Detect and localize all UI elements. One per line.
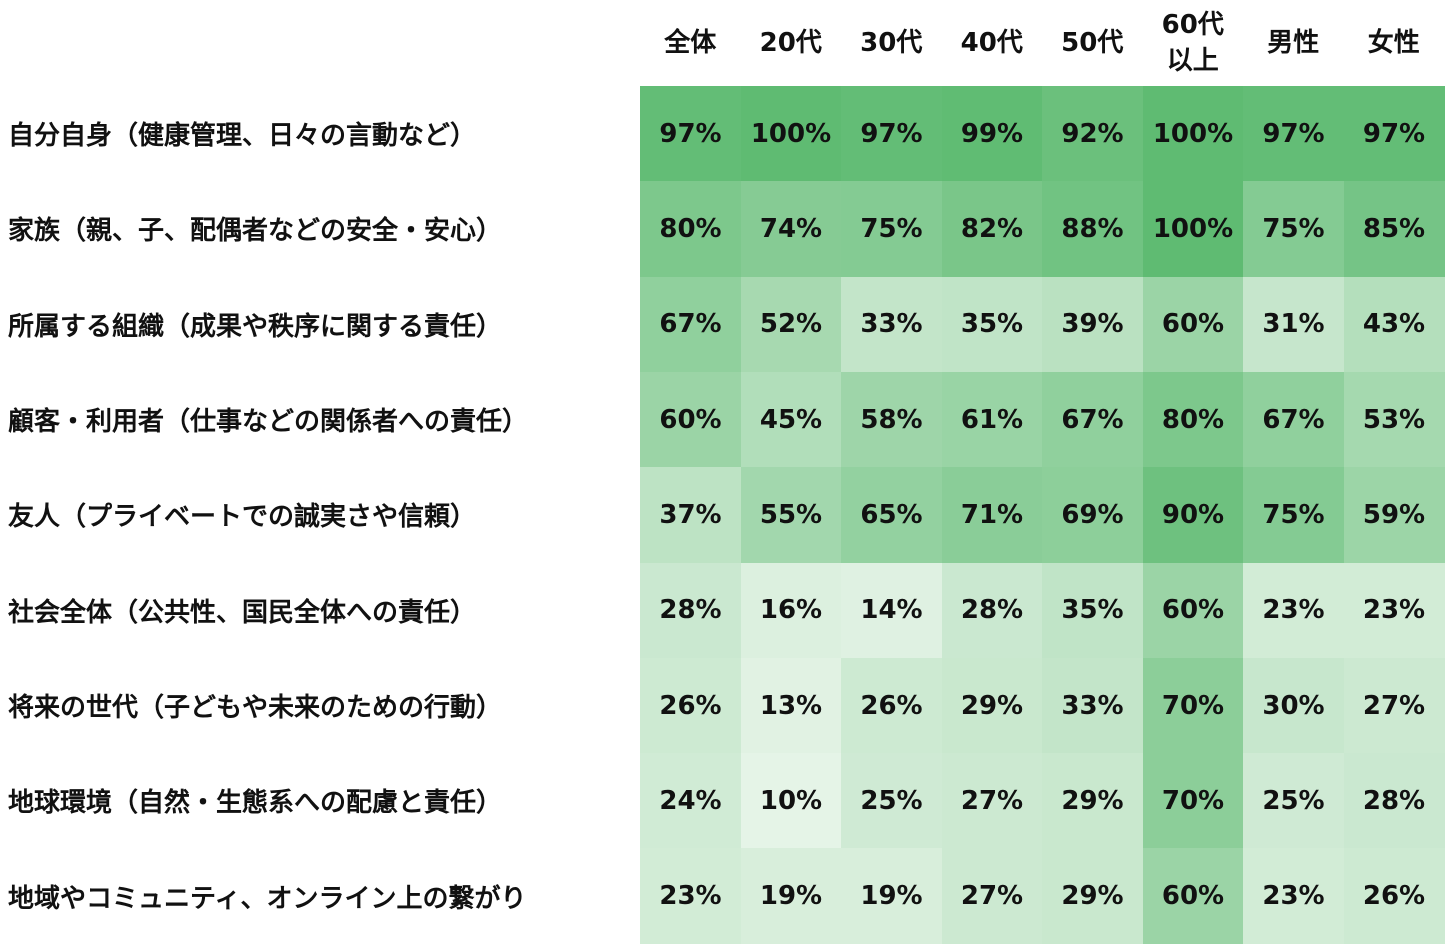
heatmap-cell: 60% [1142,562,1244,659]
heatmap-cell: 75% [1243,467,1344,563]
heatmap-cell: 97% [841,86,942,182]
heatmap-cell: 19% [740,848,842,945]
heatmap-cell: 55% [740,467,842,563]
row-label: 地域やコミュニティ、オンライン上の繋がり [8,883,527,914]
heatmap-cell: 24% [640,753,741,849]
heatmap-cell: 97% [1243,86,1344,182]
heatmap-cell: 67% [640,276,741,373]
heatmap-cell: 52% [740,276,842,373]
heatmap-cell: 43% [1343,276,1445,373]
heatmap-cell: 88% [1042,181,1143,278]
heatmap-cell: 71% [941,467,1043,563]
heatmap-cell: 13% [740,657,842,754]
heatmap-cell: 23% [640,848,741,945]
heatmap-cell: 37% [640,467,741,563]
heatmap-cell: 26% [640,657,741,754]
heatmap-cell: 74% [740,181,842,278]
column-header: 30代 [860,28,923,58]
heatmap-cell: 23% [1243,848,1344,945]
row-label: 友人（プライベートでの誠実さや信頼） [8,502,477,533]
heatmap-cell: 28% [640,562,741,659]
heatmap-cell: 60% [1142,276,1244,373]
column-header: 40代 [960,28,1023,58]
heatmap-cell: 92% [1042,86,1143,182]
row-label: 社会全体（公共性、国民全体への責任） [8,597,477,628]
heatmap-cell: 100% [1142,181,1244,278]
heatmap-cell: 33% [1042,657,1143,754]
heatmap-cell: 59% [1343,467,1445,563]
heatmap-cell: 90% [1142,467,1244,563]
heatmap-cell: 39% [1042,276,1143,373]
row-label: 地球環境（自然・生態系への配慮と責任） [8,788,503,819]
row-label: 将来の世代（子どもや未来のための行動） [8,692,503,723]
row-label: 顧客・利用者（仕事などの関係者への責任） [8,407,529,438]
heatmap-cell: 30% [1243,657,1344,754]
heatmap-cell: 75% [841,181,942,278]
heatmap-cell: 75% [1243,181,1344,278]
heatmap-cell: 19% [841,848,942,945]
heatmap-cell: 31% [1243,276,1344,373]
heatmap-cell: 65% [841,467,942,563]
column-header: 50代 [1061,28,1124,58]
heatmap-cell: 70% [1142,657,1244,754]
heatmap-cell: 53% [1343,371,1445,468]
heatmap-cell: 80% [640,181,741,278]
heatmap-cell: 82% [941,181,1043,278]
heatmap-cell: 70% [1142,753,1244,849]
row-label: 家族（親、子、配偶者などの安全・安心） [8,216,503,247]
column-header: 20代 [759,28,822,58]
heatmap-cell: 33% [841,276,942,373]
column-header: 男性 [1267,28,1320,58]
heatmap-cell: 69% [1042,467,1143,563]
heatmap-cell: 29% [941,657,1043,754]
heatmap-cell: 58% [841,371,942,468]
heatmap-cell: 97% [640,86,741,182]
heatmap-cell: 27% [941,848,1043,945]
heatmap-cell: 25% [841,753,942,849]
heatmap-cell: 16% [740,562,842,659]
heatmap-cell: 29% [1042,753,1143,849]
column-header: 女性 [1367,28,1420,58]
heatmap-cell: 23% [1343,562,1445,659]
heatmap-cell: 61% [941,371,1043,468]
row-label: 所属する組織（成果や秩序に関する責任） [8,311,503,342]
heatmap-cell: 28% [941,562,1043,659]
heatmap-cell: 67% [1243,371,1344,468]
heatmap-cell: 25% [1243,753,1344,849]
heatmap-cell: 67% [1042,371,1143,468]
heatmap-cell: 99% [941,86,1043,182]
heatmap-cell: 85% [1343,181,1445,278]
heatmap-cell: 28% [1343,753,1445,849]
heatmap-cell: 10% [740,753,842,849]
heatmap-cell: 26% [1343,848,1445,945]
heatmap-cell: 26% [841,657,942,754]
heatmap-cell: 45% [740,371,842,468]
heatmap-cell: 23% [1243,562,1344,659]
heatmap-cell: 60% [1142,848,1244,945]
heatmap-cell: 14% [841,562,942,659]
heatmap-cell: 100% [740,86,842,182]
heatmap-cell: 100% [1142,86,1244,182]
heatmap-cell: 27% [1343,657,1445,754]
heatmap-cell: 35% [1042,562,1143,659]
heatmap-cell: 29% [1042,848,1143,945]
heatmap-cell: 80% [1142,371,1244,468]
column-header: 60代 以上 [1161,10,1224,76]
column-header: 全体 [664,28,717,58]
heatmap-cell: 35% [941,276,1043,373]
heatmap-cell: 60% [640,371,741,468]
row-label: 自分自身（健康管理、日々の言動など） [8,121,477,152]
heatmap-cell: 97% [1343,86,1445,182]
heatmap-cell: 27% [941,753,1043,849]
